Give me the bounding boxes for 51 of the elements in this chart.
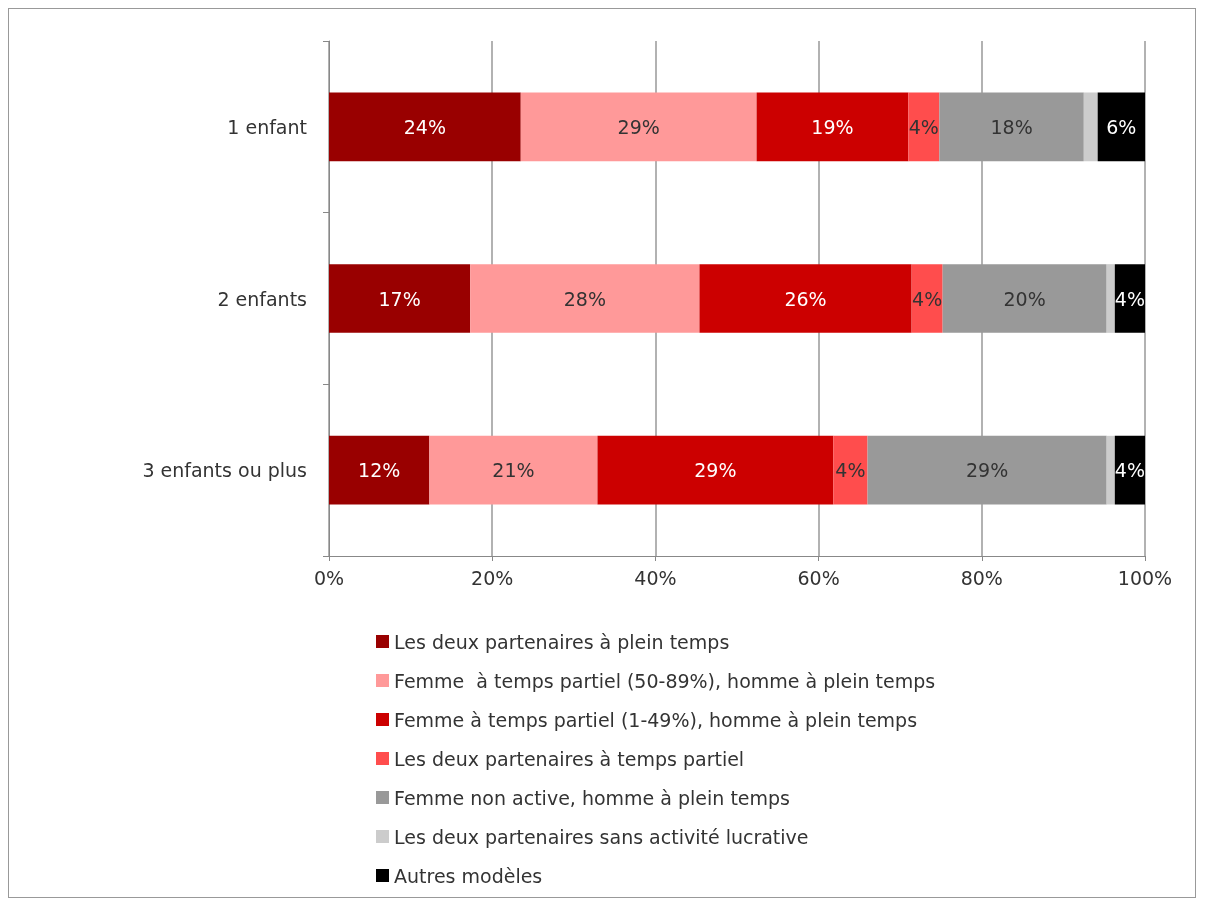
- data-label: 26%: [784, 287, 827, 310]
- legend-label: Autres modèles: [394, 864, 543, 887]
- data-label: 4%: [835, 459, 866, 482]
- data-label: 29%: [617, 115, 660, 138]
- data-label: 28%: [563, 287, 606, 310]
- bar: [429, 435, 598, 505]
- bar: [597, 435, 834, 505]
- bar: [1114, 435, 1145, 505]
- x-tick-label: 80%: [960, 566, 1003, 589]
- data-label: 19%: [811, 115, 854, 138]
- data-label: 4%: [1114, 287, 1145, 310]
- x-tick-label: 20%: [471, 566, 514, 589]
- y-tick-label: 1 enfant: [227, 115, 307, 138]
- x-tick-label: 0%: [313, 566, 345, 589]
- bar: [1106, 435, 1115, 505]
- bar: [1106, 264, 1115, 333]
- bar: [520, 92, 757, 162]
- bar: [699, 264, 912, 333]
- data-label: 17%: [378, 287, 421, 310]
- bar: [1083, 92, 1098, 162]
- bar: [329, 92, 521, 162]
- y-tick-label: 3 enfants ou plus: [142, 459, 307, 482]
- bar: [1114, 264, 1145, 333]
- bar: [329, 264, 471, 333]
- bar: [911, 264, 943, 333]
- bar: [470, 264, 700, 333]
- data-label: 21%: [492, 459, 535, 482]
- data-label: 24%: [403, 115, 446, 138]
- x-tick-label: 40%: [634, 566, 677, 589]
- y-tick-label: 2 enfants: [217, 287, 307, 310]
- data-label: 29%: [694, 459, 737, 482]
- data-label: 20%: [1003, 287, 1046, 310]
- x-tick-label: 100%: [1117, 566, 1173, 589]
- data-label: 4%: [908, 115, 939, 138]
- bar: [329, 435, 430, 505]
- legend-label: Femme non active, homme à plein temps: [394, 786, 790, 809]
- x-tick-label: 60%: [797, 566, 840, 589]
- data-label: 4%: [1114, 459, 1145, 482]
- legend-label: Femme à temps partiel (1-49%), homme à plein temps: [394, 708, 918, 731]
- bar: [1097, 92, 1145, 162]
- legend-label: Les deux partenaires à temps partiel: [394, 747, 745, 770]
- legend-label: Les deux partenaires à plein temps: [394, 630, 730, 653]
- data-label: 12%: [358, 459, 401, 482]
- data-label: 4%: [912, 287, 943, 310]
- data-label: 29%: [965, 459, 1009, 482]
- data-label: 18%: [990, 115, 1033, 138]
- legend-label: Femme à temps partiel (50-89%), homme à plein temps: [394, 669, 936, 692]
- bar: [833, 435, 868, 505]
- legend-label: Les deux partenaires sans activité lucrative: [394, 825, 809, 848]
- data-label: 6%: [1106, 115, 1137, 138]
- bar: [756, 92, 909, 162]
